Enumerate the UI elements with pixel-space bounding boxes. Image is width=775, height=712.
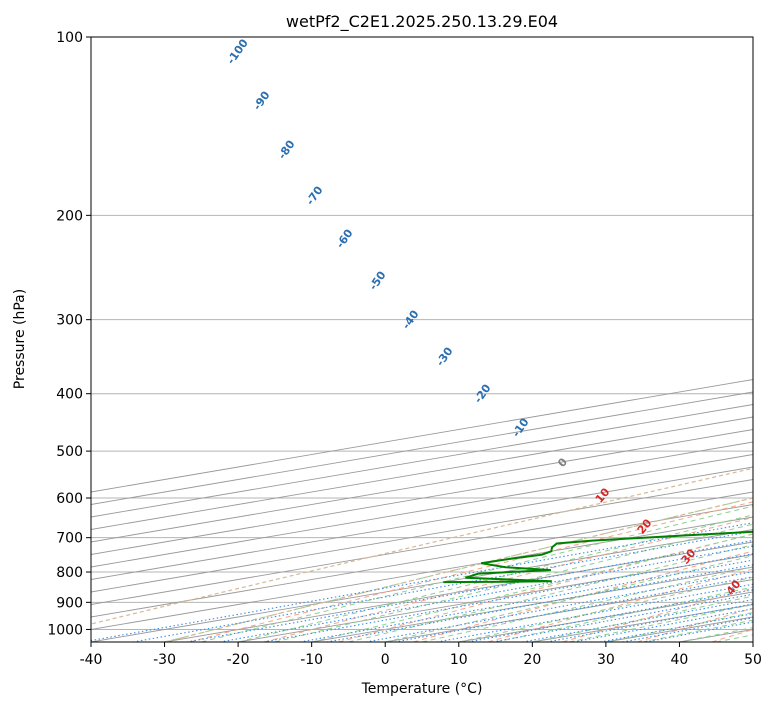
x-axis-label: Temperature (°C) (361, 681, 483, 697)
x-tick-label: -40 (80, 652, 103, 668)
y-tick-label: 600 (56, 491, 83, 507)
x-tick-label: 0 (381, 652, 390, 668)
x-tick-label: -10 (300, 652, 323, 668)
x-tick-label: 40 (671, 652, 689, 668)
x-tick-label: 10 (450, 652, 468, 668)
y-tick-label: 500 (56, 444, 83, 460)
x-tick-label: 50 (744, 652, 762, 668)
y-tick-label: 900 (56, 595, 83, 611)
x-tick-label: 30 (597, 652, 615, 668)
y-axis-label: Pressure (hPa) (12, 289, 28, 389)
y-tick-label: 200 (56, 208, 83, 224)
y-tick-label: 1000 (47, 622, 83, 638)
y-tick-label: 800 (56, 565, 83, 581)
y-tick-label: 400 (56, 387, 83, 403)
y-tick-label: 700 (56, 531, 83, 547)
chart-title: wetPf2_C2E1.2025.250.13.29.E04 (286, 12, 558, 32)
x-tick-label: -30 (153, 652, 176, 668)
y-tick-label: 300 (56, 313, 83, 329)
y-tick-label: 100 (56, 30, 83, 46)
x-tick-label: -20 (227, 652, 250, 668)
x-tick-label: 20 (523, 652, 541, 668)
